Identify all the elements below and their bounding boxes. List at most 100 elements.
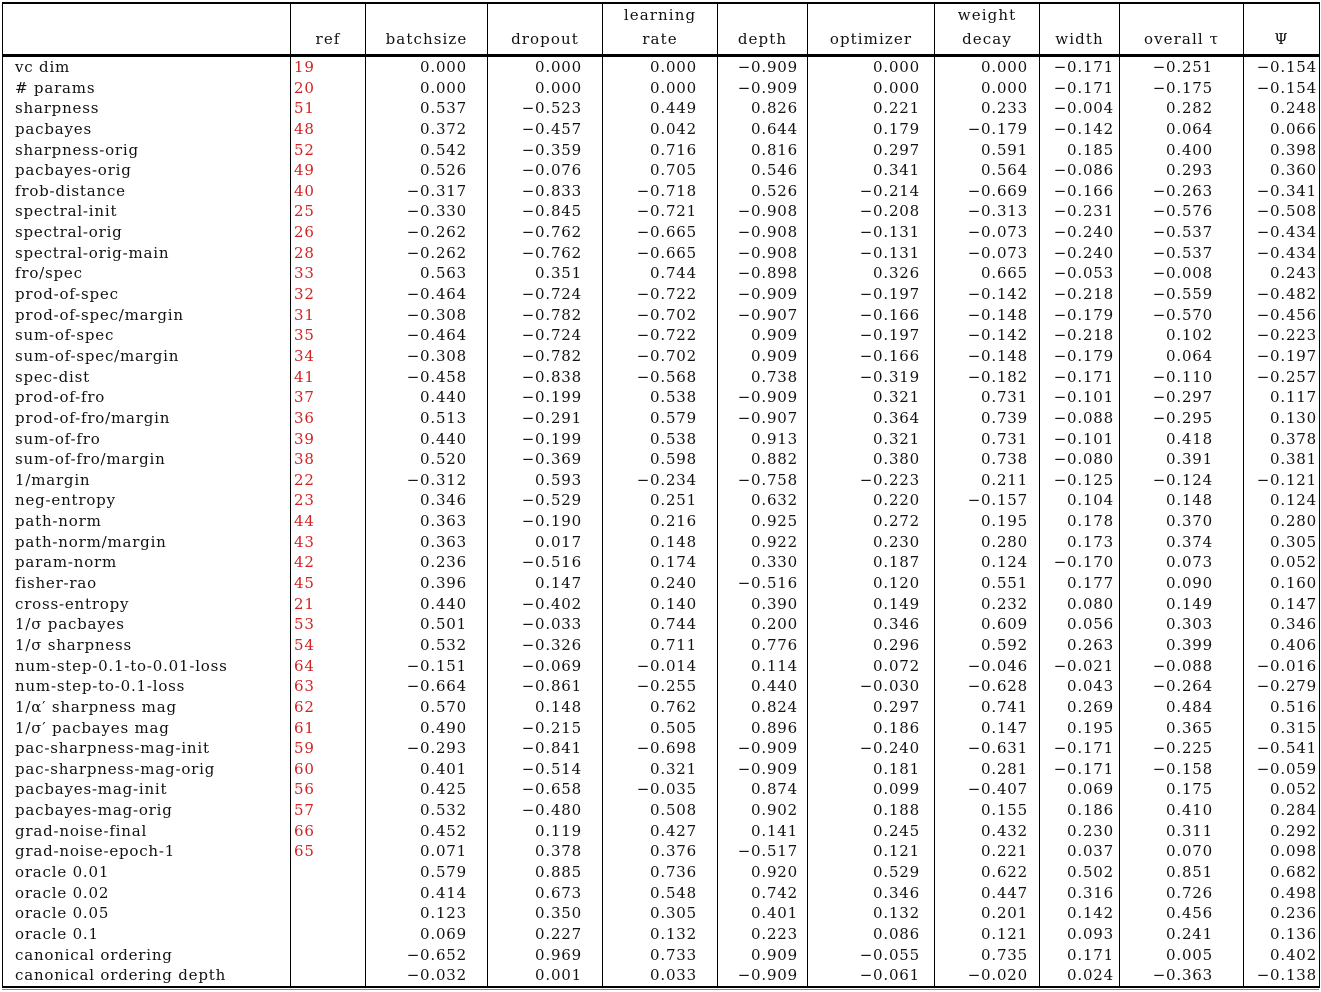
ref-citation-link[interactable]: 64 (290, 655, 366, 677)
correlation-value-cell: −0.214 (807, 180, 935, 202)
correlation-value-cell: 0.762 (602, 696, 718, 718)
ref-citation-link[interactable]: 42 (290, 552, 366, 574)
correlation-value-cell: −0.059 (1243, 758, 1320, 780)
correlation-value-cell: 0.240 (602, 573, 718, 594)
correlation-value-cell: −0.758 (717, 469, 808, 491)
table-row: path-norm 44 0.363 −0.190 0.216 0.925 0.272 0.1… (3, 511, 1320, 532)
correlation-value-cell: 0.149 (807, 593, 935, 615)
correlation-value-cell: −0.257 (1243, 366, 1320, 388)
measure-name-label: oracle 0.1 (15, 924, 99, 943)
correlation-value-cell: −0.076 (487, 160, 603, 181)
correlation-value-cell: −0.223 (1243, 325, 1320, 346)
correlation-value-cell: 0.735 (934, 944, 1040, 966)
correlation-value-cell: 0.070 (1119, 841, 1244, 862)
correlation-value-cell: 0.269 (1039, 696, 1120, 718)
correlation-value-cell: −0.909 (717, 284, 808, 305)
ref-citation-link[interactable]: 33 (290, 263, 366, 285)
correlation-value-cell: −0.517 (717, 841, 808, 862)
table-row: path-norm/margin 43 0.363 0.017 0.148 0.922 0.… (3, 531, 1320, 553)
correlation-value-cell: −0.088 (1119, 655, 1244, 677)
ref-citation-link[interactable]: 59 (290, 738, 366, 759)
correlation-value-cell: −0.341 (1243, 180, 1320, 202)
ref-citation-link[interactable]: 32 (290, 284, 366, 305)
correlation-value-cell: 0.449 (602, 98, 718, 119)
correlation-value-cell: 0.365 (1119, 717, 1244, 739)
ref-citation-link[interactable]: 44 (290, 511, 366, 532)
ref-citation-link[interactable]: 61 (290, 717, 366, 739)
ref-citation-link[interactable]: 57 (290, 800, 366, 821)
correlation-value-cell: 0.776 (717, 634, 808, 656)
correlation-value-cell: 0.000 (487, 55, 603, 78)
correlation-value-cell: 0.130 (1243, 407, 1320, 429)
ref-citation-link[interactable]: 49 (290, 160, 366, 181)
correlation-value-cell: 0.305 (1243, 531, 1320, 553)
col-header-psi: Ψ (1243, 3, 1320, 57)
correlation-value-cell: −0.658 (487, 779, 603, 801)
ref-citation-link[interactable]: 28 (290, 242, 366, 264)
col-header-dropout: dropout (487, 3, 603, 57)
correlation-value-cell: 0.069 (365, 923, 488, 945)
correlation-value-cell: 0.505 (602, 717, 718, 739)
ref-citation-link[interactable]: 51 (290, 98, 366, 119)
table-row: spectral-orig 26 −0.262 −0.762 −0.665 −0.908−… (3, 222, 1320, 243)
ref-citation-link[interactable]: 45 (290, 573, 366, 594)
correlation-value-cell: 0.000 (807, 55, 935, 78)
ref-citation-link[interactable]: 40 (290, 180, 366, 202)
correlation-value-cell: 0.132 (807, 903, 935, 924)
ref-citation-link[interactable]: 23 (290, 490, 366, 512)
correlation-value-cell: −0.907 (717, 304, 808, 326)
ref-citation-link[interactable]: 66 (290, 820, 366, 842)
ref-citation-link[interactable]: 43 (290, 531, 366, 553)
correlation-value-cell: 0.147 (487, 573, 603, 594)
col-header-depth: depth (717, 3, 808, 57)
correlation-value-cell: 0.609 (934, 614, 1040, 635)
correlation-value-cell: −0.223 (807, 469, 935, 491)
correlation-value-cell: −0.568 (602, 366, 718, 388)
ref-citation-link[interactable]: 54 (290, 634, 366, 656)
ref-citation-link[interactable]: 36 (290, 407, 366, 429)
correlation-value-cell: 0.744 (602, 263, 718, 285)
correlation-value-cell: 0.390 (717, 593, 808, 615)
measure-name-label: spectral-orig-main (15, 243, 170, 262)
ref-citation-link[interactable]: 31 (290, 304, 366, 326)
ref-citation-link[interactable]: 38 (290, 449, 366, 470)
correlation-value-cell: 0.563 (365, 263, 488, 285)
ref-citation-link[interactable]: 56 (290, 779, 366, 801)
ref-citation-link[interactable]: 22 (290, 469, 366, 491)
ref-citation-link[interactable]: 62 (290, 696, 366, 718)
ref-citation-link[interactable]: 25 (290, 201, 366, 223)
ref-citation-link[interactable]: 34 (290, 345, 366, 367)
ref-citation-link[interactable]: 63 (290, 676, 366, 697)
correlation-value-cell: 0.513 (365, 407, 488, 429)
ref-citation-link[interactable]: 19 (290, 55, 366, 78)
measure-name-label: 1/σ sharpness (15, 635, 133, 654)
correlation-value-cell: −0.142 (1039, 118, 1120, 140)
correlation-value-cell: 0.363 (365, 511, 488, 532)
ref-citation-link[interactable]: 39 (290, 428, 366, 450)
table-row: vc dim 19 0.000 0.000 0.000 −0.909 0.000 0.000−… (3, 55, 1320, 78)
measure-name-label: frob-distance (15, 181, 126, 200)
ref-citation-link[interactable]: 37 (290, 387, 366, 408)
table-row: pac-sharpness-mag-orig 60 0.401 −0.514 0.321… (3, 758, 1320, 780)
ref-citation-link[interactable]: 21 (290, 593, 366, 615)
correlation-value-cell: −0.171 (1039, 77, 1120, 99)
ref-citation-link[interactable]: 48 (290, 118, 366, 140)
correlation-value-cell: 0.284 (1243, 800, 1320, 821)
correlation-value-cell: 0.682 (1243, 861, 1320, 883)
ref-empty-cell (290, 923, 366, 945)
correlation-value-cell: 0.000 (365, 55, 488, 78)
correlation-value-cell: −0.313 (934, 201, 1040, 223)
ref-citation-link[interactable]: 20 (290, 77, 366, 99)
correlation-value-cell: 0.321 (807, 428, 935, 450)
ref-citation-link[interactable]: 60 (290, 758, 366, 780)
correlation-value-cell: 0.885 (487, 861, 603, 883)
ref-citation-link[interactable]: 35 (290, 325, 366, 346)
ref-citation-link[interactable]: 53 (290, 614, 366, 635)
correlation-value-cell: 0.175 (1119, 779, 1244, 801)
ref-citation-link[interactable]: 65 (290, 841, 366, 862)
ref-citation-link[interactable]: 26 (290, 222, 366, 243)
ref-citation-link[interactable]: 41 (290, 366, 366, 388)
measure-name-label: oracle 0.02 (15, 883, 110, 902)
ref-citation-link[interactable]: 52 (290, 139, 366, 161)
